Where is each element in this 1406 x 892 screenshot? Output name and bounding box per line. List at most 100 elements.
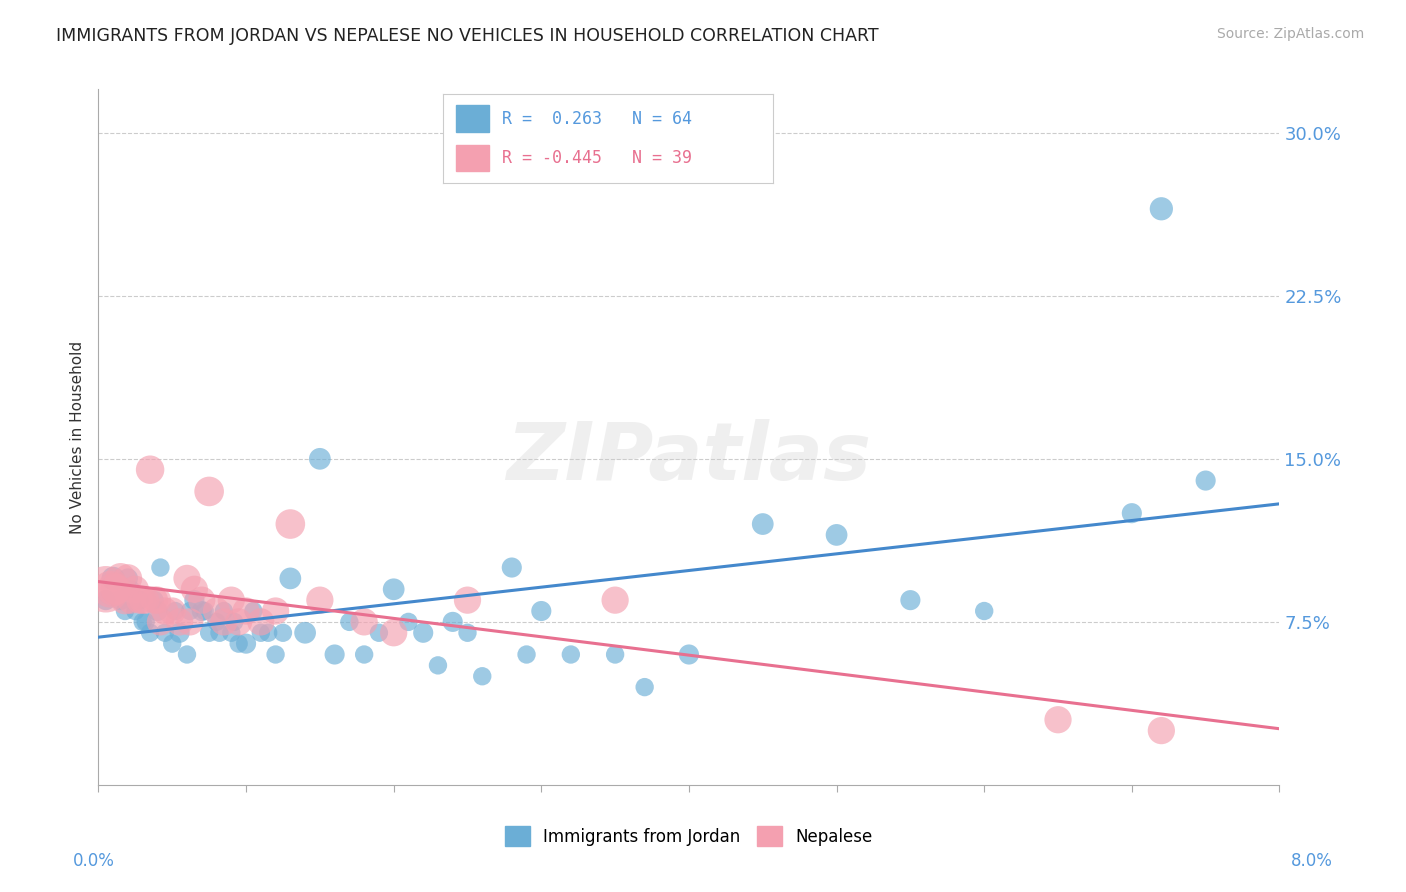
Point xyxy=(309,593,332,607)
Point xyxy=(264,648,287,662)
Point xyxy=(634,680,657,694)
Text: R =  0.263   N = 64: R = 0.263 N = 64 xyxy=(502,110,692,128)
Point xyxy=(110,593,132,607)
Point xyxy=(124,582,146,597)
Point xyxy=(153,625,176,640)
Point xyxy=(149,560,172,574)
Legend: Immigrants from Jordan, Nepalese: Immigrants from Jordan, Nepalese xyxy=(498,820,880,853)
Point xyxy=(427,658,450,673)
Point xyxy=(98,582,121,597)
Point xyxy=(132,615,155,629)
Point xyxy=(103,582,125,597)
Point xyxy=(1121,506,1143,520)
Point xyxy=(560,648,582,662)
Point xyxy=(339,615,361,629)
Point xyxy=(169,625,191,640)
Point xyxy=(471,669,494,683)
Point xyxy=(176,571,198,585)
Point xyxy=(752,516,775,531)
Point xyxy=(221,625,243,640)
Point xyxy=(162,637,183,651)
Point xyxy=(250,615,273,629)
Point xyxy=(323,648,346,662)
Point xyxy=(183,582,205,597)
Point xyxy=(149,615,172,629)
Point xyxy=(135,593,157,607)
Point xyxy=(457,593,479,607)
Point xyxy=(353,648,375,662)
Point xyxy=(353,615,375,629)
Point xyxy=(169,615,191,629)
Bar xyxy=(456,105,489,132)
Point xyxy=(132,593,155,607)
Point xyxy=(280,516,302,531)
Text: 8.0%: 8.0% xyxy=(1291,852,1333,870)
Point xyxy=(179,604,201,618)
Point xyxy=(94,582,117,597)
Point xyxy=(128,593,150,607)
Point xyxy=(139,463,162,477)
Point xyxy=(1150,202,1173,216)
Point xyxy=(198,484,221,499)
Point xyxy=(382,625,405,640)
Point xyxy=(143,593,166,607)
Point xyxy=(117,571,139,585)
Point xyxy=(368,625,391,640)
Point xyxy=(176,648,198,662)
Point xyxy=(398,615,420,629)
Text: 0.0%: 0.0% xyxy=(73,852,115,870)
Point xyxy=(120,593,142,607)
Point xyxy=(441,615,464,629)
Point xyxy=(128,593,150,607)
Point xyxy=(605,593,627,607)
Point xyxy=(412,625,434,640)
Point xyxy=(516,648,538,662)
Point xyxy=(382,582,405,597)
Point xyxy=(191,604,214,618)
Point xyxy=(124,604,146,618)
Point xyxy=(191,593,214,607)
Point xyxy=(143,593,166,607)
Text: ZIPatlas: ZIPatlas xyxy=(506,419,872,497)
Point xyxy=(309,451,332,466)
Point xyxy=(153,604,176,618)
Point xyxy=(146,604,169,618)
Point xyxy=(208,625,231,640)
Point xyxy=(221,593,243,607)
Text: IMMIGRANTS FROM JORDAN VS NEPALESE NO VEHICLES IN HOUSEHOLD CORRELATION CHART: IMMIGRANTS FROM JORDAN VS NEPALESE NO VE… xyxy=(56,27,879,45)
Text: Source: ZipAtlas.com: Source: ZipAtlas.com xyxy=(1216,27,1364,41)
Point xyxy=(114,593,136,607)
Point xyxy=(280,571,302,585)
Point xyxy=(1046,713,1070,727)
Point xyxy=(224,615,246,629)
Point xyxy=(294,625,316,640)
Point xyxy=(501,560,523,574)
Point xyxy=(250,625,273,640)
Point xyxy=(162,604,183,618)
Point xyxy=(530,604,553,618)
Point xyxy=(457,625,479,640)
Point xyxy=(212,615,235,629)
Point xyxy=(271,625,294,640)
Point xyxy=(165,604,187,618)
Point xyxy=(139,625,162,640)
Point xyxy=(117,571,139,585)
Point xyxy=(103,571,125,585)
Point xyxy=(235,604,257,618)
Point xyxy=(678,648,700,662)
Point xyxy=(94,593,117,607)
Point xyxy=(257,625,280,640)
Point xyxy=(228,615,250,629)
Point xyxy=(242,604,264,618)
Point xyxy=(194,604,217,618)
Bar xyxy=(456,145,489,171)
Point xyxy=(114,604,136,618)
Point xyxy=(900,593,922,607)
Point xyxy=(120,582,142,597)
Text: R = -0.445   N = 39: R = -0.445 N = 39 xyxy=(502,149,692,167)
Point xyxy=(205,615,228,629)
Point xyxy=(146,593,169,607)
Point xyxy=(1195,474,1218,488)
Point xyxy=(228,637,250,651)
Point xyxy=(205,604,228,618)
